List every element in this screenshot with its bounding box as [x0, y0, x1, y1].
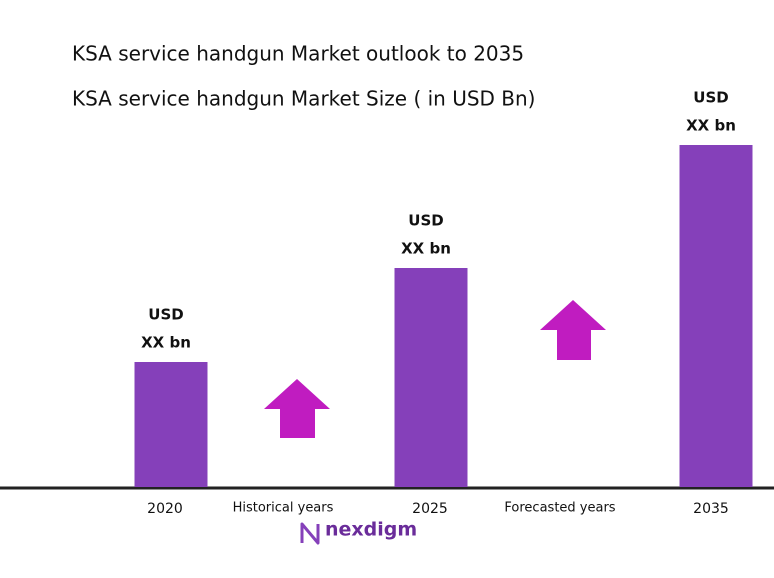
bar [134, 362, 208, 487]
arrow [264, 379, 330, 438]
chart-subtitle: KSA service handgun Market Size ( in USD… [72, 87, 536, 111]
annotation: Historical years [233, 501, 334, 516]
bar [679, 145, 753, 487]
logo-icon [300, 522, 320, 545]
value-label: XX bn [401, 240, 451, 258]
logo: nexdigm [325, 519, 417, 541]
bar [394, 268, 468, 487]
value-label: XX bn [141, 334, 191, 352]
value-label: USD [408, 212, 443, 230]
x-tick-label: 2035 [693, 501, 729, 517]
chart-title: KSA service handgun Market outlook to 20… [72, 42, 524, 66]
value-label: XX bn [686, 117, 736, 135]
value-label: USD [693, 89, 728, 107]
x-tick-label: 2025 [412, 501, 448, 517]
x-tick-label: 2020 [147, 501, 183, 517]
arrow [540, 300, 606, 360]
value-label: USD [148, 306, 183, 324]
annotation: Forecasted years [504, 501, 615, 516]
